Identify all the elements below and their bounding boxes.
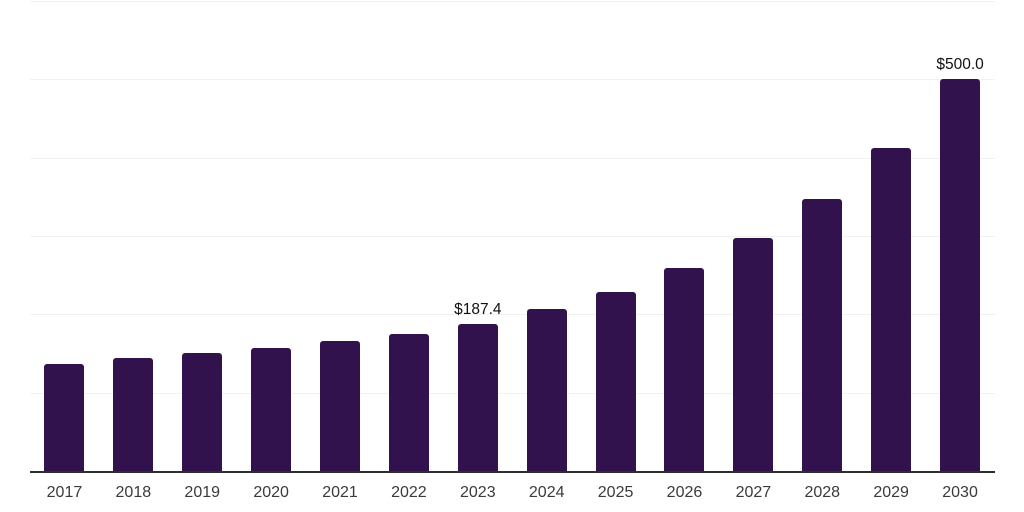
x-axis-label-2025: 2025 [597,484,634,501]
value-label-2023: $187.4 [454,301,502,319]
gridline-300 [30,236,995,237]
bar-2025 [595,292,636,471]
gridline-200 [30,314,995,316]
gridline-600 [30,1,995,2]
x-axis-line [30,471,995,473]
x-axis-label-2026: 2026 [666,484,703,501]
bar-2026 [664,267,705,471]
bar-2020 [251,347,292,471]
x-axis-label-2030: 2030 [942,484,978,501]
bar-2021 [320,340,361,471]
gridline-400 [30,157,995,159]
bar-2022 [388,333,429,471]
bar-2019 [182,352,223,471]
x-axis-label-2024: 2024 [528,484,565,501]
bar-2028 [802,199,843,471]
x-axis-label-2029: 2029 [873,484,909,501]
bar-2030 [940,79,981,471]
gridline-100 [30,392,995,394]
bar-2024 [526,309,567,471]
bar-2027 [733,238,774,471]
bar-2029 [871,147,912,471]
x-axis-label-2022: 2022 [391,484,427,501]
x-axis-label-2023: 2023 [460,484,496,501]
value-label-2030: $500.0 [936,56,984,74]
x-axis-label-2021: 2021 [322,484,358,501]
x-axis-label-2019: 2019 [184,484,221,501]
x-axis-label-2020: 2020 [253,484,289,501]
x-axis-label-2018: 2018 [115,484,152,501]
x-axis-label-2027: 2027 [735,484,772,501]
x-axis-label-2028: 2028 [804,484,841,501]
x-axis-label-2017: 2017 [46,484,83,501]
gridline-500 [30,79,995,81]
bar-2018 [113,357,154,471]
bar-2023 [457,324,498,471]
bar-2017 [44,363,85,471]
